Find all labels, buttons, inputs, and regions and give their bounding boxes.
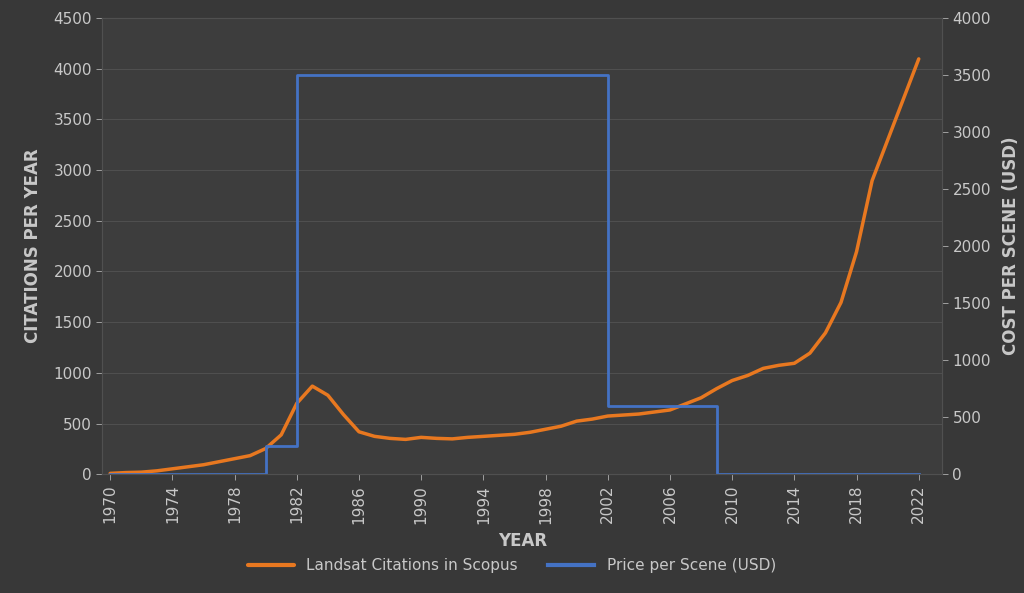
Y-axis label: COST PER SCENE (USD): COST PER SCENE (USD) [1002, 137, 1020, 355]
Legend: Landsat Citations in Scopus, Price per Scene (USD): Landsat Citations in Scopus, Price per S… [242, 552, 782, 579]
X-axis label: YEAR: YEAR [498, 532, 547, 550]
Y-axis label: CITATIONS PER YEAR: CITATIONS PER YEAR [25, 149, 42, 343]
